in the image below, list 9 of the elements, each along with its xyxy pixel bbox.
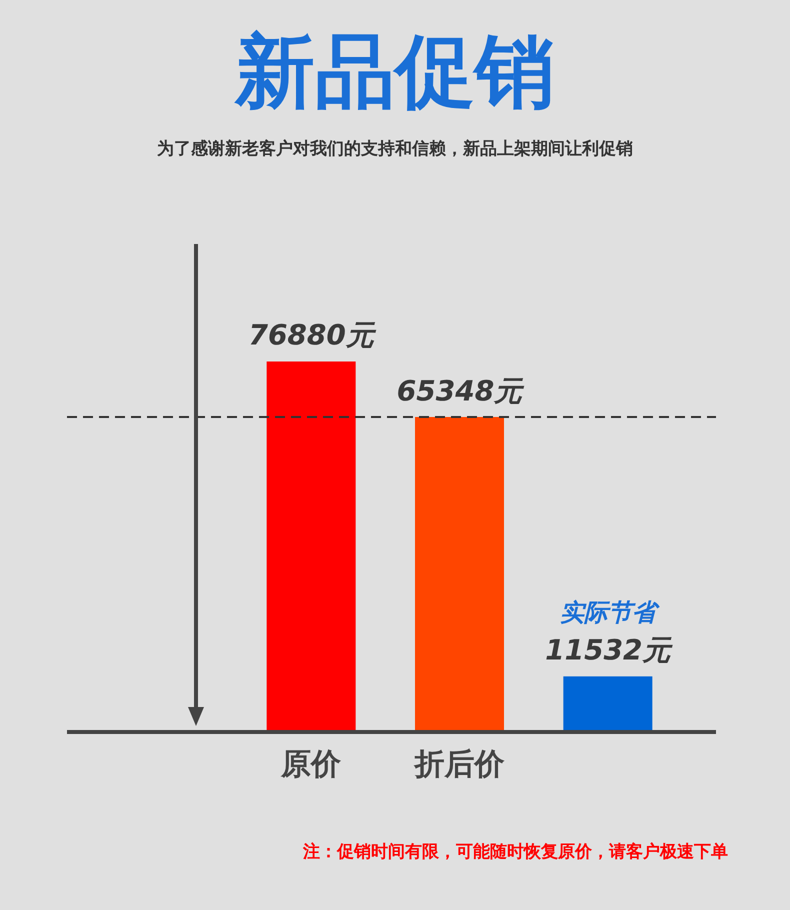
data-label: 65348元 [396,374,526,408]
data-label: 11532元 [545,634,674,667]
x-tick-label: 折后价 [414,746,506,782]
annotation: 实际节省 [560,598,660,627]
x-tick-label: 原价 [280,746,342,782]
text: 注：促销时间有限，可能随时恢复原价，请客户极速下单 [302,841,729,863]
chart-subtitle: 为了感谢新老客户对我们的支持和信赖，新品上架期间让利促销 [156,138,634,160]
chart-title: 新品促销 [233,24,556,120]
data-label: 76880元 [248,318,377,352]
